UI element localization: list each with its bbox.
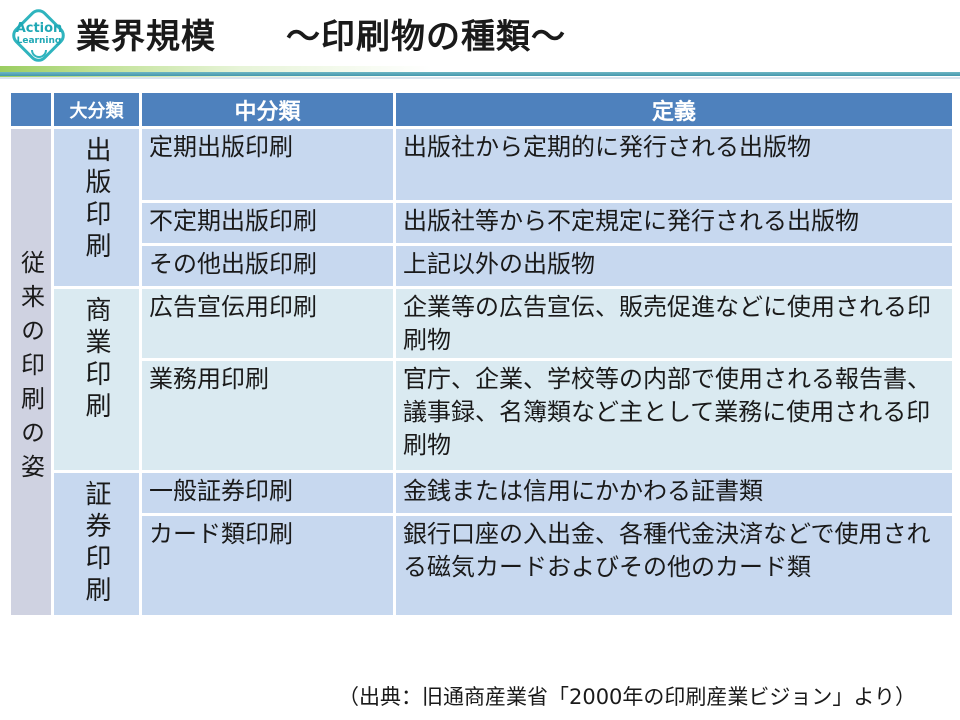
definition-cell: 企業等の広告宣伝、販売促進などに使用される印刷物 [393, 285, 955, 362]
definition-cell: 銀行口座の入出金、各種代金決済などで使用される磁気カードおよびその他のカード類 [393, 512, 955, 619]
middle-category-cell: 広告宣伝用印刷 [139, 285, 396, 362]
header-middle-category: 中分類 [139, 90, 396, 129]
logo-text-learning: Learning [16, 36, 62, 46]
definition-cell: 出版社から定期的に発行される出版物 [393, 126, 955, 203]
definition-cell: 金銭または信用にかかわる証書類 [393, 470, 955, 516]
header-definition: 定義 [393, 90, 955, 129]
table-row: 商業印刷 広告宣伝用印刷 企業等の広告宣伝、販売促進などに使用される印刷物 [10, 285, 955, 474]
middle-category-cell: カード類印刷 [139, 512, 396, 619]
classification-table-wrap: 大分類 中分類 定義 従来の印刷の姿 出版印刷 定期出版印刷 出版社から定期的に… [8, 90, 955, 619]
header-major-category: 大分類 [51, 90, 142, 129]
major-category-commercial: 商業印刷 [51, 285, 142, 474]
source-citation: （出典：旧通商産業省「2000年の印刷産業ビジョン」より） [337, 685, 916, 709]
action-learning-logo: Action Learning [8, 5, 70, 69]
major-category-vertical-text: 商業印刷 [81, 296, 111, 424]
row-label-traditional-printing: 従来の印刷の姿 [8, 125, 54, 619]
table-row: 従来の印刷の姿 出版印刷 定期出版印刷 出版社から定期的に発行される出版物 [8, 125, 955, 619]
table-header-row: 大分類 中分類 定義 [8, 90, 955, 129]
page-title: 業界規模 ～印刷物の種類～ [76, 17, 566, 57]
accent-teal-line [0, 72, 960, 76]
definition-cell: 官庁、企業、学校等の内部で使用される報告書、議事録、名簿類など主として業務に使用… [393, 358, 955, 474]
middle-category-cell: 一般証券印刷 [139, 470, 396, 516]
logo-text-action: Action [15, 21, 63, 36]
table-row: カード類印刷 銀行口座の入出金、各種代金決済などで使用される磁気カードおよびその… [10, 512, 955, 619]
table-row: 証券印刷 一般証券印刷 金銭または信用にかかわる証書類 [10, 470, 955, 619]
classification-table: 大分類 中分類 定義 従来の印刷の姿 出版印刷 定期出版印刷 出版社から定期的に… [8, 90, 955, 619]
major-category-securities: 証券印刷 [51, 470, 142, 619]
table-row: その他出版印刷 上記以外の出版物 [10, 243, 955, 289]
definition-cell: 上記以外の出版物 [393, 243, 955, 289]
definition-cell: 出版社等から不定規定に発行される出版物 [393, 200, 955, 246]
title-accent-bar [0, 66, 960, 81]
table-row: 業務用印刷 官庁、企業、学校等の内部で使用される報告書、議事録、名簿類など主とし… [10, 358, 955, 474]
header-empty-cell [8, 90, 54, 129]
logo-text: Action Learning [8, 22, 70, 46]
row-label-vertical-text: 従来の印刷の姿 [16, 250, 45, 489]
middle-category-cell: 定期出版印刷 [139, 126, 396, 203]
major-category-vertical-text: 出版印刷 [81, 136, 111, 264]
accent-green-gradient [0, 66, 960, 77]
middle-category-cell: 業務用印刷 [139, 358, 396, 474]
middle-category-cell: その他出版印刷 [139, 243, 396, 289]
middle-category-cell: 不定期出版印刷 [139, 200, 396, 246]
accent-pale-line [0, 77, 960, 79]
major-category-vertical-text: 証券印刷 [81, 480, 111, 609]
table-row: 不定期出版印刷 出版社等から不定規定に発行される出版物 [10, 200, 955, 246]
major-category-publishing: 出版印刷 [51, 126, 142, 289]
